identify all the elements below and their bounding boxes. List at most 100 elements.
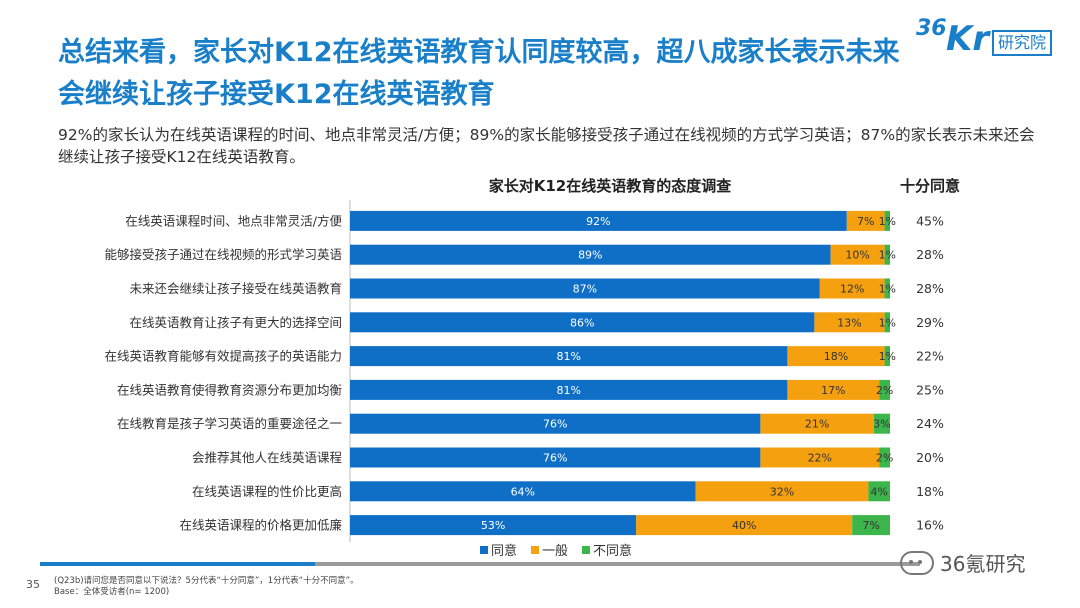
legend-neutral: 一般 <box>531 540 568 559</box>
data-label-agree: 76% <box>543 452 567 465</box>
data-label-neutral: 17% <box>821 384 845 397</box>
data-label-disagree: 1% <box>879 283 896 296</box>
bar-agree <box>350 210 847 231</box>
very-agree-value: 16% <box>916 518 944 533</box>
data-label-neutral: 18% <box>824 350 848 363</box>
logo-number: 36 <box>916 16 947 41</box>
very-agree-value: 28% <box>916 281 944 296</box>
legend-disagree-swatch <box>582 545 591 554</box>
footer-divider <box>40 562 920 566</box>
very-agree-value: 20% <box>916 450 944 465</box>
category-label: 会推荐其他人在线英语课程 <box>192 450 343 465</box>
category-label: 在线教育是孩子学习英语的重要途径之一 <box>117 416 342 431</box>
bar-agree <box>350 278 820 299</box>
bar-neutral <box>636 515 853 536</box>
data-label-disagree: 1% <box>879 215 896 228</box>
data-label-neutral: 13% <box>837 316 861 329</box>
chart-title: 家长对K12在线英语教育的态度调查 <box>488 177 732 195</box>
bar-neutral <box>814 312 885 333</box>
very-agree-value: 25% <box>916 382 944 397</box>
very-agree-value: 22% <box>916 349 944 364</box>
very-agree-value: 45% <box>916 213 944 228</box>
data-label-neutral: 32% <box>770 485 794 498</box>
logo-institute: 研究院 <box>992 30 1053 56</box>
bar-agree <box>350 515 637 536</box>
data-label-agree: 87% <box>573 283 597 296</box>
category-label: 在线英语教育能够有效提高孩子的英语能力 <box>104 349 342 364</box>
bar-disagree <box>884 346 890 367</box>
page-number: 35 <box>26 578 40 591</box>
data-label-agree: 64% <box>511 485 535 498</box>
very-agree-value: 29% <box>916 315 944 330</box>
page-title: 总结来看，家长对K12在线英语教育认同度较高，超八成家长表示未来会继续让孩子接受… <box>58 37 900 110</box>
bar-disagree <box>884 278 890 299</box>
bar-agree <box>350 244 831 265</box>
bar-disagree <box>884 244 890 265</box>
bar-agree <box>350 481 696 502</box>
footnote-question: (Q23b)请问您是否同意以下说法？5分代表“十分同意”，1分代表“十分不同意”… <box>54 576 359 586</box>
data-label-disagree: 2% <box>876 384 893 397</box>
category-label: 未来还会继续让孩子接受在线英语教育 <box>129 281 342 296</box>
data-label-disagree: 4% <box>870 485 887 498</box>
data-label-disagree: 1% <box>879 350 896 363</box>
bar-disagree <box>879 379 890 400</box>
data-label-neutral: 22% <box>808 452 832 465</box>
bar-agree <box>350 413 761 434</box>
very-agree-value: 18% <box>916 484 944 499</box>
watermark-text: 36氪研究 <box>940 552 1026 576</box>
footnote-base: Base：全体受访者(n= 1200) <box>54 587 170 597</box>
data-label-neutral: 7% <box>857 215 874 228</box>
data-label-neutral: 40% <box>732 519 756 532</box>
bar-agree <box>350 447 761 468</box>
very-agree-header: 十分同意 <box>899 177 960 195</box>
bar-disagree <box>884 312 890 333</box>
bar-neutral <box>787 346 885 367</box>
bar-agree <box>350 379 788 400</box>
data-label-agree: 81% <box>556 384 580 397</box>
legend-agree-label: 同意 <box>491 544 518 559</box>
summary-text: 92%的家长认为在线英语课程的时间、地点非常灵活/方便；89%的家长能够接受孩子… <box>58 126 1035 166</box>
data-label-disagree: 1% <box>879 316 896 329</box>
category-label: 在线英语课程的性价比更高 <box>192 484 342 499</box>
bar-neutral <box>846 210 885 231</box>
data-label-agree: 92% <box>586 215 610 228</box>
data-label-disagree: 1% <box>879 249 896 262</box>
legend-disagree: 不同意 <box>582 540 632 559</box>
category-label: 在线英语教育使得教育资源分布更加均衡 <box>117 382 342 397</box>
bar-disagree <box>873 413 890 434</box>
data-label-neutral: 12% <box>840 283 864 296</box>
legend-neutral-label: 一般 <box>542 544 569 559</box>
legend-agree: 同意 <box>480 540 517 559</box>
bar-disagree <box>884 210 890 231</box>
data-label-agree: 86% <box>570 316 594 329</box>
footer-divider-accent <box>40 562 315 566</box>
logo-36kr: 36 Kr 研究院 <box>916 16 1066 60</box>
legend-disagree-label: 不同意 <box>593 544 633 559</box>
chart-legend: 同意 一般 不同意 <box>480 540 632 559</box>
data-label-agree: 89% <box>578 249 602 262</box>
watermark: 36氪研究 <box>900 548 1025 577</box>
category-label: 在线英语教育让孩子有更大的选择空间 <box>129 315 342 330</box>
legend-agree-swatch <box>480 545 488 554</box>
bar-agree <box>350 346 788 367</box>
bar-disagree <box>868 481 890 502</box>
category-label: 在线英语课程的价格更加低廉 <box>179 518 342 533</box>
bar-neutral <box>760 447 880 468</box>
data-label-agree: 53% <box>481 519 505 532</box>
category-label: 能够接受孩子通过在线视频的形式学习英语 <box>104 247 342 262</box>
bar-neutral <box>830 244 885 265</box>
data-label-agree: 76% <box>543 418 567 431</box>
data-label-disagree: 3% <box>873 418 890 431</box>
bar-neutral <box>819 278 885 299</box>
footnote: (Q23b)请问您是否同意以下说法？5分代表“十分同意”，1分代表“十分不同意”… <box>54 576 358 598</box>
very-agree-value: 28% <box>916 247 944 262</box>
very-agree-value: 24% <box>916 416 944 431</box>
bar-neutral <box>695 481 869 502</box>
data-label-neutral: 21% <box>805 418 829 431</box>
data-label-agree: 81% <box>556 350 580 363</box>
wechat-icon <box>900 550 934 575</box>
bar-neutral <box>787 379 880 400</box>
category-label: 在线英语课程时间、地点非常灵活/方便 <box>125 213 342 228</box>
bar-disagree <box>852 515 890 536</box>
